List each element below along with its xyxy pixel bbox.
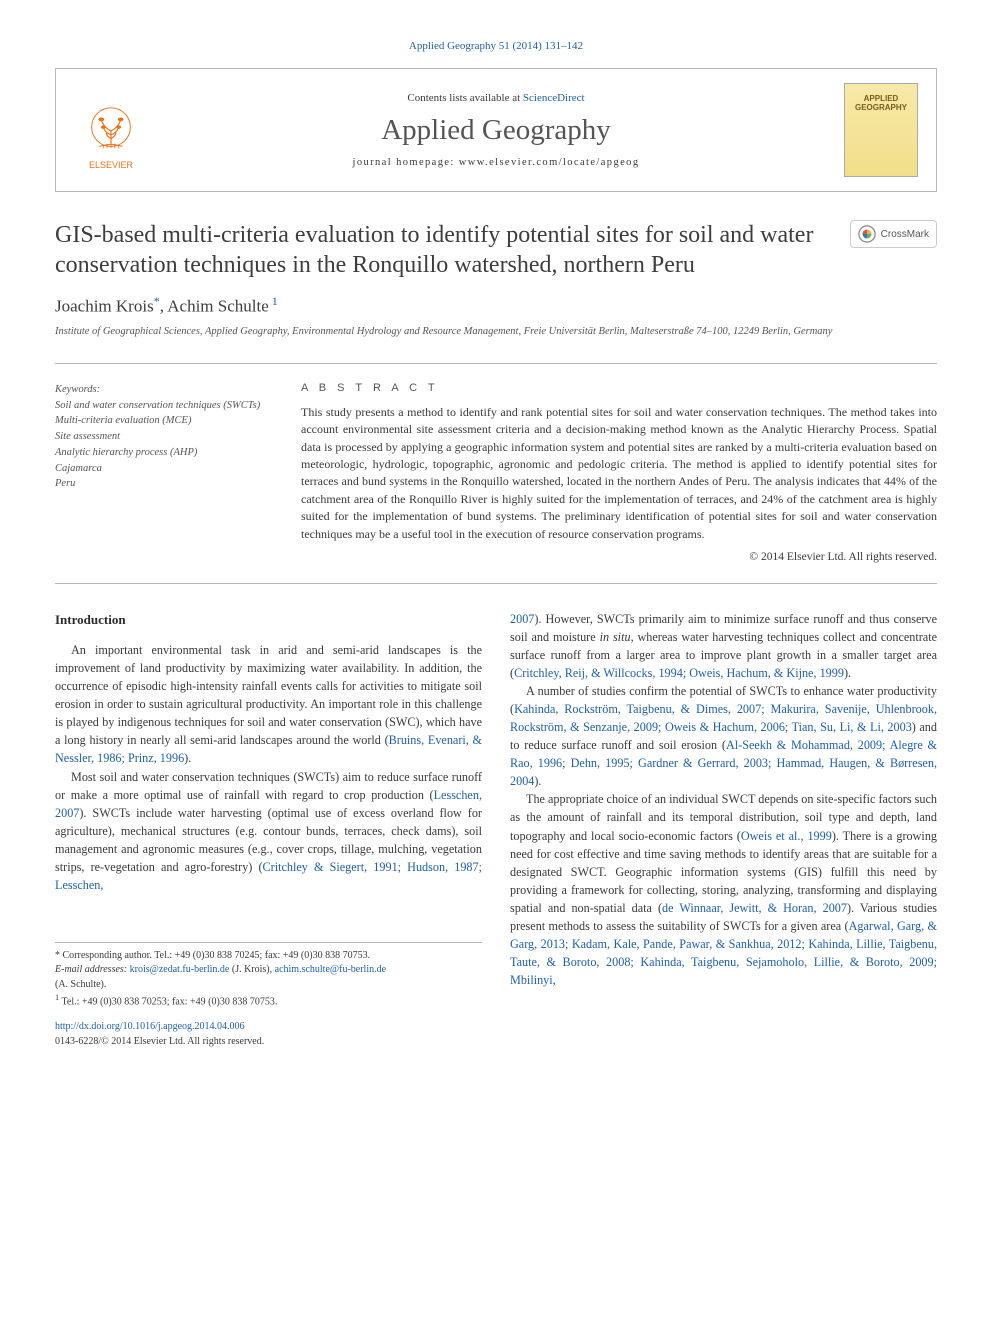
footnote-marker: 1 [55,993,59,1002]
publisher-name: ELSEVIER [89,160,133,170]
email-link[interactable]: achim.schulte@fu-berlin.de [275,964,386,975]
citation-link[interactable]: 2007 [510,612,534,626]
cover-title-line1: APPLIED [864,94,899,103]
keywords-heading: Keywords: [55,382,265,398]
journal-name: Applied Geography [170,114,822,147]
abstract-block: Keywords: Soil and water conservation te… [55,382,937,563]
body-two-columns: Introduction An important environmental … [55,610,937,1050]
crossmark-badge[interactable]: CrossMark [850,220,937,248]
homepage-prefix: journal homepage: [353,157,459,168]
body-paragraph: An important environmental task in arid … [55,641,482,767]
section-heading-introduction: Introduction [55,610,482,629]
keyword-item: Multi-criteria evaluation (MCE) [55,413,265,429]
homepage-link[interactable]: www.elsevier.com/locate/apgeog [459,157,640,168]
homepage-line: journal homepage: www.elsevier.com/locat… [170,157,822,168]
journal-cover-thumbnail[interactable]: APPLIED GEOGRAPHY [844,83,918,177]
body-column-left: Introduction An important environmental … [55,610,482,1050]
keyword-item: Analytic hierarchy process (AHP) [55,445,265,461]
citation-link[interactable]: Oweis et al., 1999 [741,829,832,843]
footnotes: * Corresponding author. Tel.: +49 (0)30 … [55,942,482,1010]
issn-copyright: 0143-6228/© 2014 Elsevier Ltd. All right… [55,1036,264,1047]
elsevier-logo[interactable]: ELSEVIER [74,90,148,170]
abstract-copyright: © 2014 Elsevier Ltd. All rights reserved… [301,551,937,563]
body-paragraph: The appropriate choice of an individual … [510,790,937,989]
keywords-column: Keywords: Soil and water conservation te… [55,382,265,563]
abstract-text: This study presents a method to identify… [301,404,937,543]
divider-top [55,363,937,364]
body-text: ). [534,774,541,788]
body-paragraph: A number of studies confirm the potentia… [510,682,937,790]
body-text: An important environmental task in arid … [55,643,482,747]
cover-title-line2: GEOGRAPHY [855,103,907,112]
italic-text: in situ [600,630,631,644]
citation-link[interactable]: Critchley, Reij, & Willcocks, 1994; Owei… [514,666,844,680]
keyword-item: Cajamarca [55,461,265,477]
body-column-right: 2007). However, SWCTs primarily aim to m… [510,610,937,1050]
article-title: GIS-based multi-criteria evaluation to i… [55,220,836,280]
citation-link[interactable]: Kahinda, Rockström, Taigbenu, & Dimes, 2… [510,702,937,734]
author-2-marks: 1 [269,294,278,308]
contents-prefix: Contents lists available at [407,92,522,104]
author-1: Joachim Krois [55,297,154,316]
abstract-heading: A B S T R A C T [301,382,937,394]
contents-line: Contents lists available at ScienceDirec… [170,92,822,104]
keyword-item: Peru [55,476,265,492]
body-text: Most soil and water conservation techniq… [55,770,482,802]
body-paragraph: 2007). However, SWCTs primarily aim to m… [510,610,937,682]
crossmark-label: CrossMark [881,229,929,240]
corresponding-author-note: * Corresponding author. Tel.: +49 (0)30 … [55,949,482,964]
footnote-1: 1 Tel.: +49 (0)30 838 70253; fax: +49 (0… [55,992,482,1010]
body-text: ). [844,666,851,680]
masthead: ELSEVIER Contents lists available at Sci… [55,68,937,192]
affiliation: Institute of Geographical Sciences, Appl… [55,325,937,339]
masthead-center: Contents lists available at ScienceDirec… [170,92,822,168]
body-text: ). [184,751,191,765]
keyword-item: Site assessment [55,429,265,445]
author-2: Achim Schulte [167,297,269,316]
title-row: GIS-based multi-criteria evaluation to i… [55,220,937,280]
abstract-column: A B S T R A C T This study presents a me… [301,382,937,563]
authors: Joachim Krois*, Achim Schulte 1 [55,294,937,317]
doi-link[interactable]: http://dx.doi.org/10.1016/j.apgeog.2014.… [55,1021,245,1032]
sciencedirect-link[interactable]: ScienceDirect [523,92,585,104]
doi-block: http://dx.doi.org/10.1016/j.apgeog.2014.… [55,1020,482,1050]
email-who: (J. Krois), [229,964,274,975]
divider-bottom [55,583,937,584]
email-prefix: E-mail addresses: [55,964,130,975]
footnote-text: Tel.: +49 (0)30 838 70253; fax: +49 (0)3… [62,997,278,1008]
citation-link[interactable]: de Winnaar, Jewitt, & Horan, 2007 [662,901,847,915]
email-line: E-mail addresses: krois@zedat.fu-berlin.… [55,963,482,978]
elsevier-tree-icon [82,102,140,160]
body-paragraph: Most soil and water conservation techniq… [55,768,482,894]
email-who-2: (A. Schulte). [55,978,482,993]
journal-reference: Applied Geography 51 (2014) 131–142 [55,40,937,52]
keyword-item: Soil and water conservation techniques (… [55,398,265,414]
crossmark-icon [858,225,876,243]
email-link[interactable]: krois@zedat.fu-berlin.de [130,964,230,975]
